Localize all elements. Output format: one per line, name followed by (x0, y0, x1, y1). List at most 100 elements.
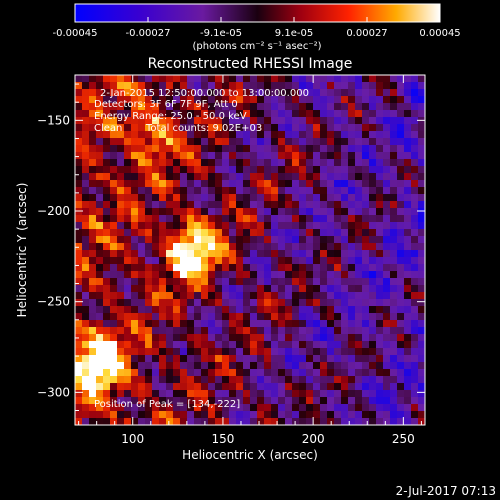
heatmap-cell (124, 131, 132, 139)
heatmap-cell (264, 194, 272, 202)
heatmap-cell (306, 124, 314, 132)
heatmap-cell (103, 348, 111, 356)
heatmap-cell (341, 313, 349, 321)
heatmap-cell (278, 355, 286, 363)
heatmap-cell (96, 222, 104, 230)
heatmap-cell (208, 397, 216, 405)
heatmap-cell (180, 334, 188, 342)
heatmap-cell (117, 369, 125, 377)
heatmap-cell (348, 341, 356, 349)
heatmap-cell (117, 173, 125, 181)
heatmap-cell (334, 306, 342, 314)
heatmap-cell (131, 110, 139, 118)
heatmap-cell (201, 194, 209, 202)
heatmap-cell (152, 404, 160, 412)
heatmap-cell (215, 229, 223, 237)
heatmap-cell (103, 257, 111, 265)
heatmap-cell (327, 110, 335, 118)
heatmap-cell (313, 222, 321, 230)
heatmap-cell (152, 166, 160, 174)
heatmap-cell (145, 96, 153, 104)
heatmap-cell (299, 145, 307, 153)
heatmap-cell (411, 306, 419, 314)
heatmap-cell (243, 250, 251, 258)
heatmap-cell (138, 278, 146, 286)
heatmap-cell (96, 138, 104, 146)
y-tick-label: −150 (37, 113, 70, 127)
heatmap-cell (103, 110, 111, 118)
heatmap-cell (341, 341, 349, 349)
heatmap-cell (397, 341, 405, 349)
heatmap-cell (334, 201, 342, 209)
heatmap-cell (131, 334, 139, 342)
heatmap-cell (397, 222, 405, 230)
heatmap-cell (271, 250, 279, 258)
heatmap-cell (145, 362, 153, 370)
heatmap-cell (404, 208, 412, 216)
heatmap-cell (355, 418, 363, 426)
heatmap-cell (152, 348, 160, 356)
heatmap-cell (257, 166, 265, 174)
heatmap-cell (222, 306, 230, 314)
heatmap-cell (138, 103, 146, 111)
energy-annotation: Energy Range: 25.0 - 50.0 keV (94, 111, 247, 122)
heatmap-cell (222, 299, 230, 307)
heatmap-cell (341, 348, 349, 356)
heatmap-cell (250, 292, 258, 300)
heatmap-cell (292, 215, 300, 223)
heatmap-cell (96, 215, 104, 223)
heatmap-cell (278, 292, 286, 300)
heatmap-cell (390, 138, 398, 146)
heatmap-cell (278, 110, 286, 118)
heatmap-cell (313, 215, 321, 223)
heatmap-cell (250, 103, 258, 111)
heatmap-cell (299, 89, 307, 97)
heatmap-cell (201, 257, 209, 265)
heatmap-cell (201, 117, 209, 125)
heatmap-cell (103, 341, 111, 349)
heatmap-cell (320, 257, 328, 265)
heatmap-cell (215, 173, 223, 181)
heatmap-cell (103, 306, 111, 314)
heatmap-cell (145, 131, 153, 139)
heatmap-cell (96, 208, 104, 216)
heatmap-cell (348, 152, 356, 160)
heatmap-cell (320, 397, 328, 405)
heatmap-cell (110, 390, 118, 398)
heatmap-cell (418, 334, 426, 342)
heatmap-cell (187, 75, 195, 83)
heatmap-cell (306, 250, 314, 258)
heatmap-cell (348, 243, 356, 251)
heatmap-cell (187, 159, 195, 167)
heatmap-cell (243, 152, 251, 160)
heatmap-cell (110, 166, 118, 174)
heatmap-cell (313, 187, 321, 195)
heatmap-cell (320, 285, 328, 293)
heatmap-cell (257, 292, 265, 300)
heatmap-cell (243, 138, 251, 146)
heatmap-cell (159, 369, 167, 377)
x-tick-label: 150 (211, 432, 234, 446)
heatmap-cell (173, 383, 181, 391)
heatmap-cell (124, 103, 132, 111)
heatmap-cell (187, 292, 195, 300)
heatmap-cell (271, 355, 279, 363)
heatmap-cell (145, 236, 153, 244)
heatmap-cell (250, 341, 258, 349)
heatmap-cell (82, 187, 90, 195)
heatmap-cell (250, 159, 258, 167)
heatmap-cell (292, 201, 300, 209)
heatmap-cell (292, 376, 300, 384)
heatmap-cell (264, 138, 272, 146)
heatmap-cell (166, 341, 174, 349)
heatmap-cell (376, 278, 384, 286)
heatmap-cell (271, 208, 279, 216)
heatmap-cell (103, 82, 111, 90)
heatmap-cell (138, 89, 146, 97)
heatmap-cell (222, 124, 230, 132)
heatmap-cell (299, 341, 307, 349)
heatmap-cell (194, 341, 202, 349)
heatmap-cell (334, 222, 342, 230)
heatmap-cell (313, 257, 321, 265)
heatmap-cell (278, 418, 286, 426)
